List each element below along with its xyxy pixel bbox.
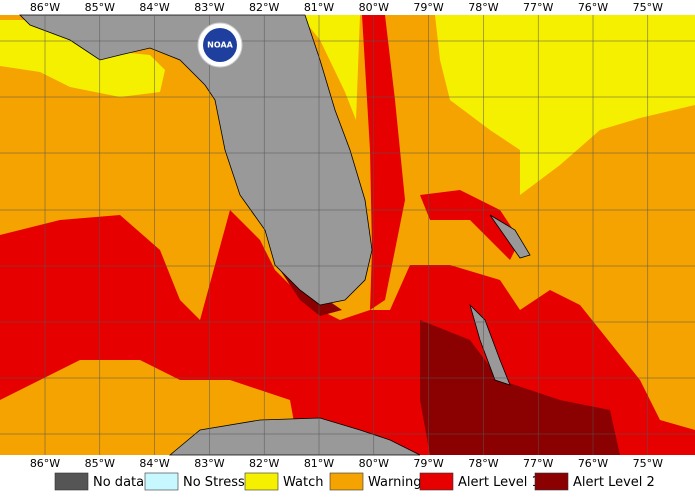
bottom-longitude-label: 77°W — [523, 457, 553, 470]
bottom-longitude-label: 81°W — [304, 457, 334, 470]
legend-label: Alert Level 2 — [573, 475, 655, 490]
bottom-longitude-label: 84°W — [139, 457, 169, 470]
alert2-area — [420, 320, 620, 455]
top-longitude-label: 81°W — [304, 1, 334, 14]
legend-swatch — [244, 472, 279, 491]
legend-label: No Stress — [183, 475, 245, 490]
top-longitude-label: 75°W — [633, 1, 663, 14]
legend-label: Alert Level 1 — [458, 475, 540, 490]
top-longitude-label: 79°W — [413, 1, 443, 14]
graticule — [0, 15, 695, 455]
legend-label: Warning — [368, 475, 421, 490]
top-longitude-label: 78°W — [468, 1, 498, 14]
legend-label: Watch — [283, 475, 323, 490]
alert1-area — [420, 190, 520, 260]
bottom-longitude-label: 76°W — [578, 457, 608, 470]
legend-swatch — [534, 472, 569, 491]
top-longitude-label: 80°W — [359, 1, 389, 14]
bottom-longitude-label: 86°W — [30, 457, 60, 470]
top-longitude-label: 77°W — [523, 1, 553, 14]
top-longitude-label: 84°W — [139, 1, 169, 14]
land-bahamas — [489, 214, 531, 259]
land-bahamas — [469, 303, 511, 386]
bottom-longitude-label: 80°W — [359, 457, 389, 470]
legend-swatch — [144, 472, 179, 491]
top-longitude-label: 82°W — [249, 1, 279, 14]
alert1-area — [362, 15, 405, 310]
bottom-longitude-label: 83°W — [194, 457, 224, 470]
bottom-longitude-label: 79°W — [413, 457, 443, 470]
legend-swatch — [329, 472, 364, 491]
bottom-longitude-label: 75°W — [633, 457, 663, 470]
legend-swatch — [419, 472, 454, 491]
legend-swatch — [54, 472, 89, 491]
logo — [203, 28, 237, 62]
top-longitude-label: 76°W — [578, 1, 608, 14]
top-longitude-label: 86°W — [30, 1, 60, 14]
land-cuba — [168, 417, 421, 456]
bottom-longitude-label: 82°W — [249, 457, 279, 470]
bottom-longitude-label: 85°W — [85, 457, 115, 470]
watch-area — [0, 20, 165, 97]
top-longitude-label: 83°W — [194, 1, 224, 14]
logo-text: NOAA — [207, 41, 233, 50]
bottom-longitude-label: 78°W — [468, 457, 498, 470]
legend-label: No data — [93, 475, 144, 490]
watch-area — [435, 15, 695, 195]
top-longitude-label: 85°W — [85, 1, 115, 14]
land-florida — [19, 14, 373, 306]
